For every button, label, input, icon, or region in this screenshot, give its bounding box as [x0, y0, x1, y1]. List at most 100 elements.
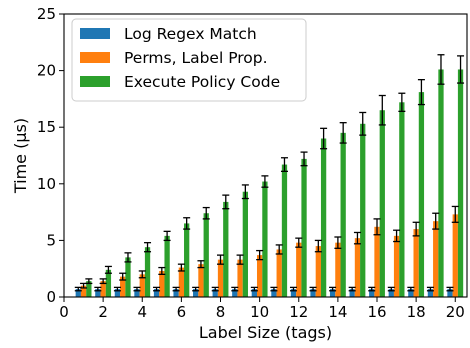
bar — [374, 226, 380, 297]
bar — [408, 289, 414, 297]
bar — [320, 138, 327, 297]
error-bar — [353, 231, 361, 245]
legend-box — [71, 18, 307, 102]
error-bar — [339, 122, 347, 144]
bar — [335, 242, 341, 297]
legend-swatch — [80, 28, 110, 39]
bar — [379, 110, 385, 297]
bars-layer — [75, 69, 464, 298]
legend-item: Perms, Label Prop. — [80, 49, 268, 67]
bar — [223, 201, 229, 297]
bar — [144, 247, 151, 297]
error-bar — [177, 263, 185, 272]
error-bar — [359, 111, 367, 136]
y-tick-label: 20 — [37, 62, 56, 80]
error-bar — [309, 286, 317, 292]
x-tick-label: 10 — [250, 303, 269, 321]
bar — [139, 274, 145, 297]
x-tick-label: 16 — [367, 303, 386, 321]
bar — [360, 123, 366, 297]
bar — [212, 289, 218, 297]
bar — [271, 289, 277, 297]
error-bar — [334, 236, 342, 249]
bar — [433, 221, 439, 297]
error-bar — [94, 286, 102, 292]
bar — [198, 264, 204, 297]
bar — [105, 269, 112, 297]
error-bar — [222, 194, 230, 210]
bar — [159, 270, 165, 297]
error-bar — [432, 212, 440, 230]
bar — [153, 289, 160, 297]
plot-frame — [63, 13, 468, 298]
bar — [310, 289, 316, 297]
error-bar — [393, 229, 401, 243]
x-tick-label: 18 — [407, 303, 426, 321]
error-bar — [104, 265, 112, 274]
error-bar — [314, 239, 322, 253]
error-bar — [426, 286, 434, 292]
bar — [413, 229, 419, 297]
bar — [262, 181, 268, 297]
bar — [369, 289, 375, 297]
x-tick-label: 2 — [98, 303, 108, 321]
bar — [203, 213, 209, 297]
error-bar — [378, 94, 386, 126]
error-bars-layer — [74, 54, 465, 292]
bar — [95, 289, 101, 297]
error-bar — [373, 218, 381, 236]
bar — [281, 164, 288, 297]
error-bar — [211, 286, 219, 292]
bar — [173, 289, 179, 297]
legend-swatch — [80, 76, 110, 87]
error-bar — [231, 286, 239, 292]
error-bar — [256, 249, 264, 261]
error-bar — [85, 278, 93, 285]
bar — [237, 259, 243, 297]
error-bar — [250, 286, 258, 292]
error-bar — [280, 157, 288, 172]
bar — [354, 238, 361, 297]
bar — [120, 276, 126, 297]
bar — [242, 191, 248, 297]
bar — [315, 246, 321, 297]
legend-label: Log Regex Match — [124, 25, 257, 43]
error-bar — [457, 55, 465, 84]
error-bar — [451, 205, 459, 223]
x-axis-label: Label Size (tags) — [199, 323, 332, 342]
bar — [340, 132, 346, 297]
bar — [100, 281, 106, 297]
error-bar — [197, 260, 205, 269]
bar — [256, 255, 263, 297]
bar — [251, 289, 257, 297]
error-bar — [368, 286, 376, 292]
error-bar — [163, 230, 171, 242]
x-tick-label: 12 — [289, 303, 308, 321]
y-tick-label: 25 — [37, 5, 56, 23]
error-bar — [113, 286, 121, 292]
bar — [114, 289, 121, 297]
error-bar — [398, 92, 406, 113]
bar — [86, 281, 92, 297]
y-tick-label: 15 — [37, 118, 56, 136]
bar — [164, 235, 170, 297]
y-axis-label: Time (µs) — [11, 118, 30, 194]
bar — [276, 249, 282, 297]
bar — [125, 257, 131, 297]
error-bar — [289, 286, 297, 292]
bar — [217, 259, 224, 297]
legend-label: Execute Policy Code — [124, 73, 280, 91]
error-bar — [275, 244, 283, 255]
legend-swatch — [80, 52, 110, 63]
bar — [427, 289, 434, 297]
error-bar — [172, 286, 180, 292]
bar — [80, 285, 87, 297]
x-axis-ticks: 0 2 4 6 8 10 12 14 16 18 20 — [59, 297, 465, 321]
error-bar — [270, 286, 278, 292]
error-bar — [144, 242, 152, 253]
error-bar — [412, 221, 420, 237]
error-bar — [437, 54, 445, 85]
bar — [193, 289, 199, 297]
bar — [438, 69, 444, 297]
